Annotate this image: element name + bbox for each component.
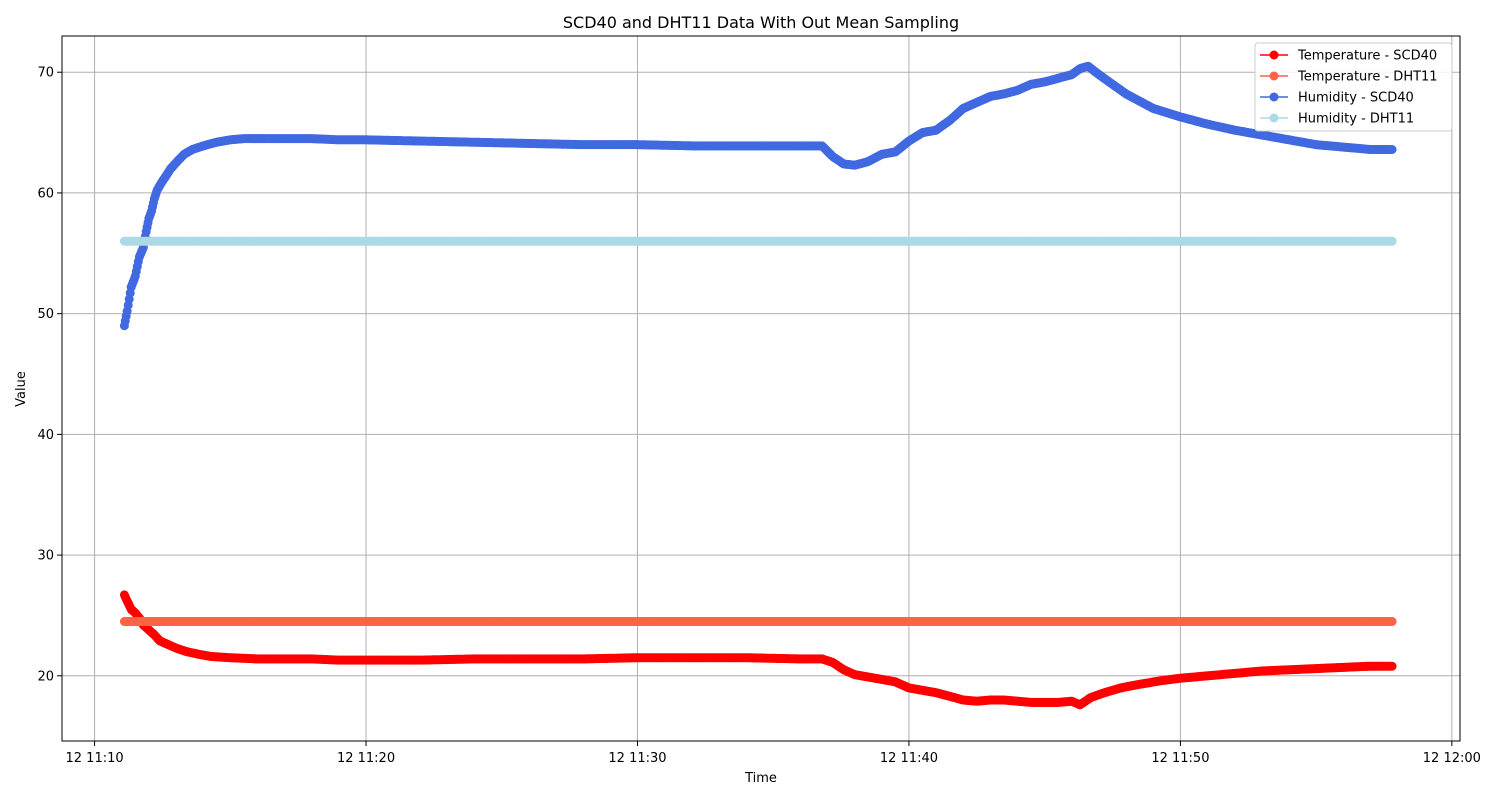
legend-marker	[1269, 92, 1279, 102]
y-axis-ticks: 20 30 40 50 60 70	[37, 66, 62, 684]
chart-title: SCD40 and DHT11 Data With Out Mean Sampl…	[563, 13, 959, 32]
y-axis-label: Value	[14, 371, 29, 407]
series-humidity-dht11	[119, 236, 1397, 246]
series-temperature-dht11	[119, 617, 1397, 626]
series-temperature-scd40	[119, 590, 1397, 710]
x-axis-ticks: 12 11:10 12 11:20 12 11:30 12 11:40 12 11:50…	[66, 741, 1481, 766]
series-humidity-scd40	[119, 61, 1397, 331]
y-tick-label: 70	[37, 66, 54, 81]
x-tick-label: 12 11:40	[880, 751, 938, 766]
y-tick-label: 60	[37, 186, 54, 201]
legend-label: Humidity - SCD40	[1298, 91, 1414, 106]
series-group	[119, 61, 1397, 710]
legend-label: Temperature - DHT11	[1297, 70, 1438, 85]
y-tick-label: 40	[37, 428, 54, 443]
y-tick-label: 50	[37, 307, 54, 322]
x-tick-label: 12 11:50	[1151, 751, 1209, 766]
x-tick-label: 12 11:30	[608, 751, 666, 766]
legend-marker	[1269, 50, 1279, 60]
y-tick-label: 30	[37, 549, 54, 564]
y-tick-label: 20	[37, 669, 54, 684]
x-tick-label: 12 12:00	[1423, 751, 1481, 766]
grid	[62, 36, 1460, 741]
legend: Temperature - SCD40 Temperature - DHT11 Hu…	[1254, 42, 1453, 132]
data-point	[1387, 617, 1397, 626]
legend-label: Temperature - SCD40	[1297, 49, 1437, 64]
series-line	[123, 594, 1393, 706]
x-tick-label: 12 11:10	[66, 751, 124, 766]
data-point	[1387, 236, 1397, 246]
series-line	[123, 65, 1393, 326]
data-point	[1387, 661, 1397, 671]
data-point	[1387, 145, 1397, 154]
x-axis-label: Time	[744, 771, 777, 786]
legend-marker	[1269, 113, 1279, 123]
x-tick-label: 12 11:20	[337, 751, 395, 766]
legend-label: Humidity - DHT11	[1298, 112, 1414, 127]
legend-marker	[1269, 71, 1279, 81]
